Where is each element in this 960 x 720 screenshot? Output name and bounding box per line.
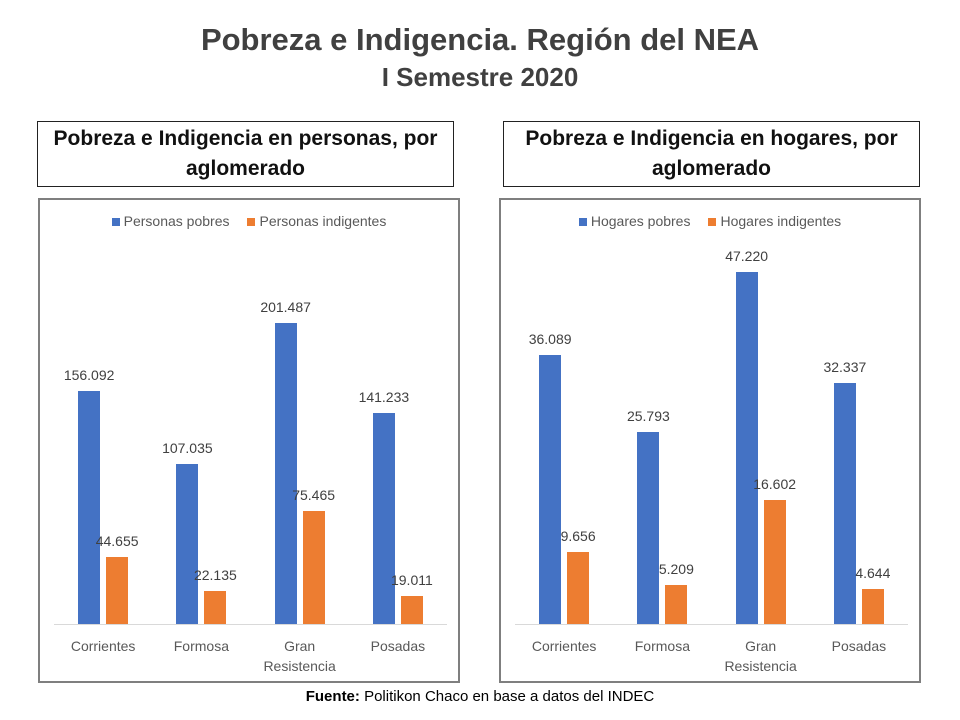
legend: Personas pobres Personas indigentes [40,213,458,229]
bar [78,391,101,624]
legend-label: Personas indigentes [259,213,387,229]
legend-swatch [708,218,717,227]
legend-item: Hogares indigentes [708,213,841,229]
bar [372,413,395,624]
value-label: 156.092 [63,367,115,384]
value-label: 47.220 [725,247,769,264]
legend: Hogares pobres Hogares indigentes [501,213,919,229]
footer-label: Fuente: [305,688,360,705]
footer-text: Politikon Chaco en base a datos del INDE… [364,688,655,705]
chart: Personas pobres Personas indigentes Corrie… [38,198,460,683]
value-label: 5.209 [658,561,694,578]
chart-heading: Pobreza e Indigencia en hogares, por agl… [503,121,920,187]
legend-swatch [111,218,120,227]
bar [204,590,227,624]
bar [735,271,758,624]
bar [763,500,786,624]
bar [400,595,423,624]
chart-heading: Pobreza e Indigencia en personas, por ag… [37,121,454,187]
value-label: 16.602 [753,476,797,493]
legend-swatch [578,218,587,227]
bar [539,354,562,624]
chart: Hogares pobres Hogares indigentes Corrient… [499,198,921,683]
value-label: 25.793 [626,407,670,424]
legend-label: Hogares indigentes [720,213,842,229]
bar [302,511,325,624]
x-tick-label: Gran Resistencia [724,638,797,674]
bar [833,382,856,624]
x-axis [515,624,908,625]
value-label: 32.337 [823,358,867,375]
bar [274,323,297,624]
legend-label: Personas pobres [123,213,230,229]
bar [637,431,660,624]
legend-item: Personas pobres [111,213,230,229]
bar [106,557,129,624]
x-tick-label: Corrientes [531,638,597,654]
x-axis [54,624,447,625]
legend-label: Hogares pobres [590,213,691,229]
x-tick-label: Formosa [634,638,690,654]
bar [665,585,688,624]
x-tick-label: Formosa [173,638,229,654]
value-label: 107.035 [162,440,213,457]
bar [567,551,590,624]
page-title: Pobreza e Indigencia. Región del NEA [200,22,760,57]
x-tick-label: Posadas [831,638,887,654]
bar [176,464,199,624]
x-tick-label: Corrientes [70,638,136,654]
value-label: 36.089 [528,330,572,347]
value-label: 75.465 [292,487,336,504]
value-label: 141.233 [358,389,410,406]
legend-item: Hogares pobres [578,213,691,229]
value-label: 44.655 [95,533,139,550]
bar [861,589,884,624]
page-subtitle: I Semestre 2020 [381,62,579,92]
value-label: 9.656 [560,527,596,544]
x-tick-label: Gran Resistencia [263,638,336,674]
value-label: 4.644 [855,565,891,582]
legend-item: Personas indigentes [247,213,386,229]
x-tick-label: Posadas [370,638,426,654]
legend-swatch [247,218,256,227]
footer: Fuente: Politikon Chaco en base a datos … [0,688,960,705]
value-label: 201.487 [260,299,311,316]
value-label: 22.135 [193,566,237,583]
value-label: 19.011 [390,571,433,588]
